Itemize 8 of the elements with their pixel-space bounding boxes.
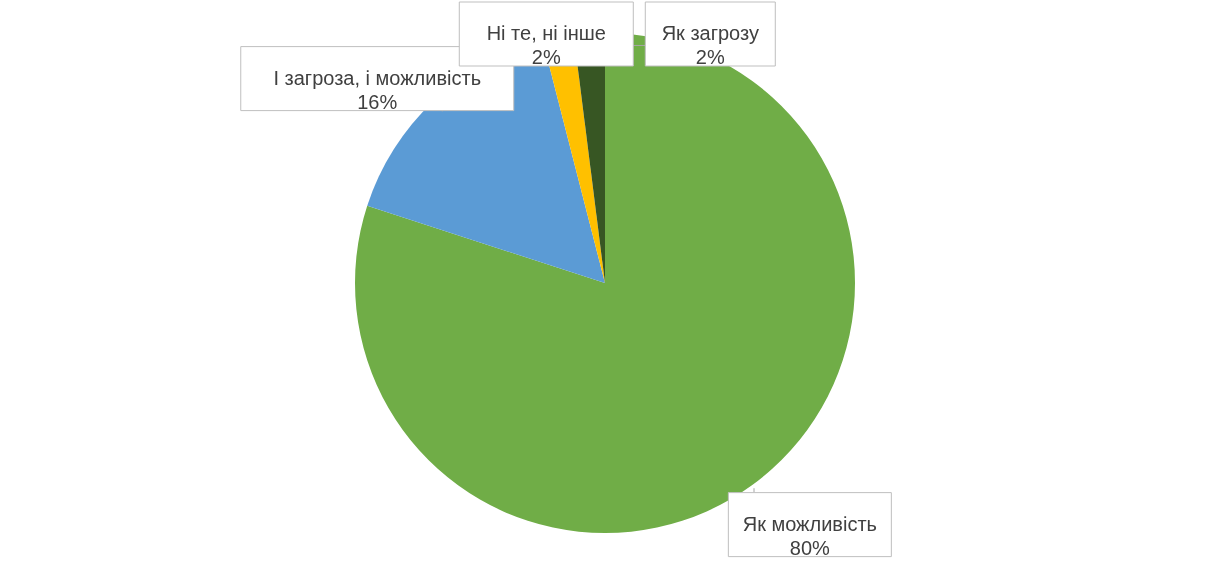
data-label: 2% [695,46,725,68]
slice-label: Як загрозу [661,22,759,44]
data-label: 16% [357,90,398,113]
slice-label: Як можливість [742,512,877,535]
slice-label: Ні те, ні інше [486,22,606,44]
data-label: 80% [789,536,831,559]
data-label: 2% [531,46,561,68]
slice-label: І загроза, і можливість [273,66,482,89]
